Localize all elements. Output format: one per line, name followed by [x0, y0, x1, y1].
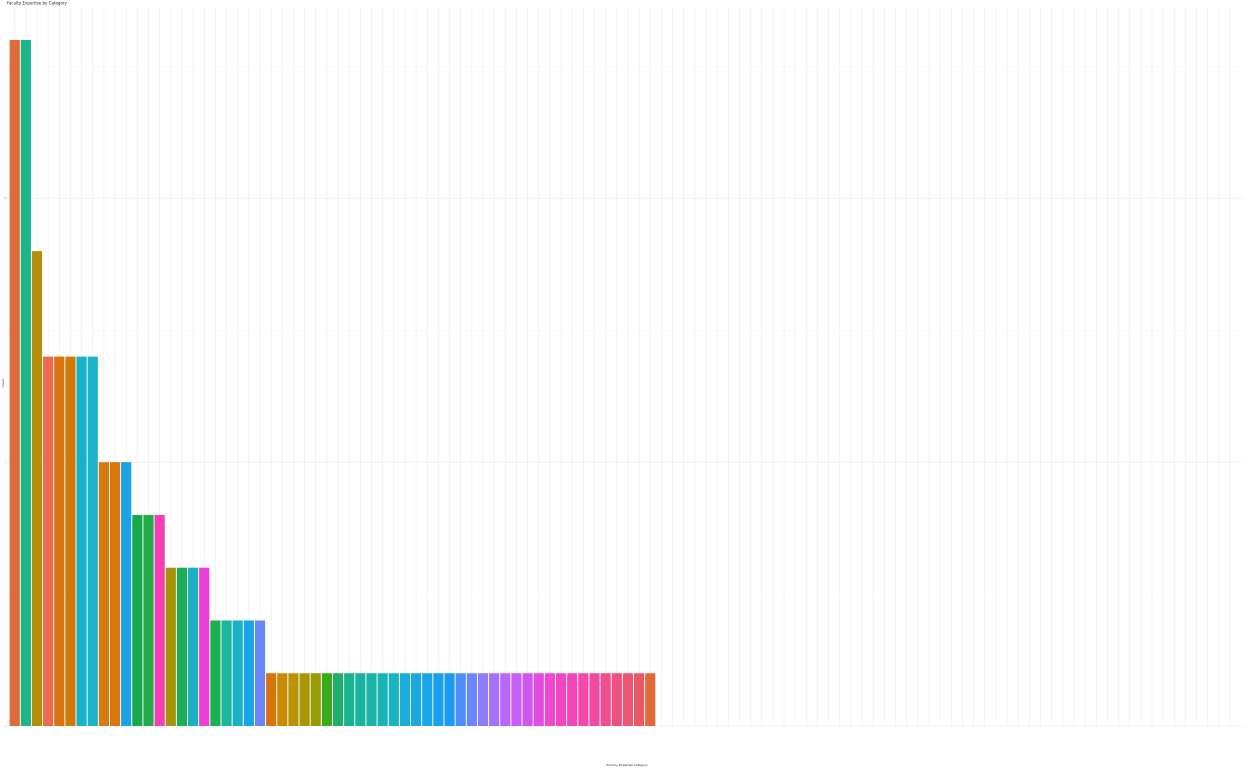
- bar: [377, 673, 388, 726]
- bar: [176, 567, 188, 726]
- bar: [489, 673, 500, 726]
- bar: [87, 356, 98, 726]
- bar: [143, 514, 154, 726]
- bar: [600, 673, 611, 726]
- bar: [634, 673, 645, 726]
- bar: [355, 673, 366, 726]
- bar: [299, 673, 310, 726]
- bar: [132, 514, 143, 726]
- bar: [43, 356, 54, 726]
- bar: [109, 462, 121, 726]
- bar: [98, 462, 109, 726]
- bar: [399, 673, 411, 726]
- bar: [65, 356, 76, 726]
- bar: [76, 356, 87, 726]
- bar: [165, 567, 176, 726]
- bar: [544, 673, 555, 726]
- bars: [9, 40, 656, 727]
- y-tick-label: 5: [5, 462, 7, 464]
- bar: [188, 567, 199, 726]
- bar: [31, 251, 43, 727]
- bar: [555, 673, 567, 726]
- bar: [645, 673, 656, 726]
- bar: [288, 673, 299, 726]
- bar: [455, 673, 466, 726]
- bar: [221, 620, 232, 726]
- bar: [433, 673, 444, 726]
- bar: [121, 462, 132, 726]
- bar: [232, 620, 243, 726]
- bar: [589, 673, 600, 726]
- bar: [210, 620, 221, 726]
- bar: [9, 40, 20, 726]
- y-tick-label: 10: [4, 198, 7, 200]
- bar: [243, 620, 254, 726]
- bar: [277, 673, 288, 726]
- bar: [466, 673, 477, 726]
- bar: [522, 673, 533, 726]
- bar: [154, 514, 165, 726]
- x-axis-label: Primary Expertise Category: [606, 763, 648, 767]
- bar: [611, 673, 622, 726]
- bar: [444, 673, 455, 726]
- y-tick-labels: 0 5 10: [4, 198, 7, 728]
- bar: [411, 673, 422, 726]
- bar: [266, 673, 277, 726]
- bar: [511, 673, 522, 726]
- bar: [578, 673, 589, 726]
- bar: [332, 673, 344, 726]
- bar: [500, 673, 511, 726]
- bar: [567, 673, 578, 726]
- bar: [254, 620, 266, 726]
- bar: [388, 673, 399, 726]
- bar: [321, 673, 332, 726]
- bar: [533, 673, 544, 726]
- bar: [422, 673, 433, 726]
- chart-title: Faculty Expertise by Category: [7, 1, 68, 6]
- bar: [199, 567, 210, 726]
- bar: [20, 40, 31, 726]
- bar: [366, 673, 377, 726]
- bar: [54, 356, 65, 726]
- bar: [310, 673, 321, 726]
- bar: [622, 673, 634, 726]
- bar: [344, 673, 355, 726]
- bar: [477, 673, 489, 726]
- y-axis-label: Count: [1, 378, 5, 388]
- y-tick-label: 0: [5, 726, 7, 728]
